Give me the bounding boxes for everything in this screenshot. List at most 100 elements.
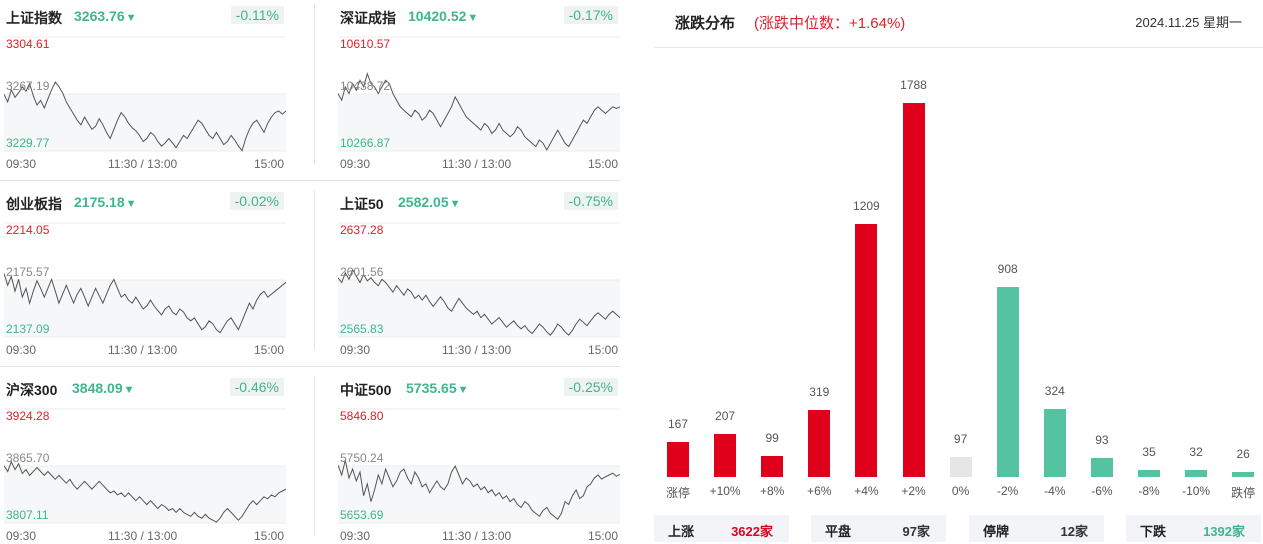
base-label: 3865.70 [6,451,50,465]
summary-value: 12家 [1060,524,1088,539]
down-arrow-icon: ▼ [125,198,137,210]
time-midday: 11:30 / 13:00 [442,157,512,171]
index-change: -0.17% [563,6,618,24]
down-arrow-icon: ▼ [125,12,137,24]
time-open: 09:30 [6,157,37,171]
intraday-plot [4,219,286,339]
bar-category-label: 跌停 [1231,486,1256,500]
bar-value-label: 26 [1236,446,1250,461]
time-close: 15:00 [588,157,619,171]
index-header: 上证50 2582.05▼ -0.75% [334,190,620,214]
bar-category-label: -6% [1091,484,1113,498]
low-label: 5653.69 [340,508,384,522]
distribution-bar[interactable] [1090,457,1113,477]
time-midday: 11:30 / 13:00 [442,529,512,543]
distribution-date: 2024.11.25 星期一 [1135,15,1242,30]
bar-value-label: 167 [667,417,689,432]
index-header: 上证指数 3263.76▼ -0.11% [0,4,286,28]
index-header: 中证500 5735.65▼ -0.25% [334,376,620,400]
distribution-bar[interactable] [1232,471,1255,477]
intraday-plot [4,405,286,525]
intraday-plot [338,219,620,339]
distribution-bar[interactable] [855,224,878,477]
bar-category-label: 0% [951,484,970,498]
bar-category-label: +2% [901,484,926,498]
distribution-bar[interactable] [714,433,737,477]
index-name: 深证成指 [340,10,396,26]
index-value: 2582.05▼ [398,194,461,210]
time-open: 09:30 [6,529,37,543]
intraday-chart [4,36,286,152]
index-card[interactable]: 沪深300 3848.09▼ -0.46% 3924.28 3865.70 38… [0,372,286,544]
distribution-bar[interactable] [761,456,784,477]
distribution-bar[interactable] [996,287,1019,477]
down-arrow-icon: ▼ [467,12,479,24]
distribution-bar[interactable] [902,103,925,477]
lower-band [4,466,286,523]
index-value-text: 2582.05 [398,194,449,210]
summary-label: 停牌 [983,524,1010,539]
distribution-bar[interactable] [667,442,689,477]
price-line [338,268,620,336]
bar-category-label: -10% [1182,484,1211,498]
index-value: 5735.65▼ [406,380,469,396]
intraday-chart [4,408,286,524]
down-arrow-icon: ▼ [123,384,135,396]
bar-value-label: 93 [1095,432,1109,447]
index-card[interactable]: 深证成指 10420.52▼ -0.17% 10610.57 10438.72 … [334,0,620,172]
high-label: 3924.28 [6,409,50,423]
time-midday: 11:30 / 13:00 [108,529,178,543]
intraday-plot [338,405,620,525]
index-name: 沪深300 [6,382,58,398]
price-line [338,72,620,152]
index-change: -0.75% [563,192,618,210]
lower-band [338,94,620,151]
price-line [338,460,620,521]
low-label: 2137.09 [6,322,50,336]
high-label: 3304.61 [6,37,50,51]
bar-category-label: -2% [997,484,1019,498]
summary-label: 平盘 [825,524,852,539]
summary-label: 下跌 [1140,524,1167,539]
distribution-bar[interactable] [808,410,831,477]
index-value: 2175.18▼ [74,194,137,210]
bar-value-label: 1788 [900,78,927,92]
distribution-median: (涨跌中位数：+1.64%) [754,15,906,32]
high-label: 5846.80 [340,409,384,423]
high-label: 10610.57 [340,37,391,51]
time-close: 15:00 [254,529,285,543]
intraday-chart [338,408,620,524]
time-midday: 11:30 / 13:00 [108,157,178,171]
index-card[interactable]: 上证50 2582.05▼ -0.75% 2637.28 2601.56 256… [334,186,620,358]
distribution-bar[interactable] [1138,469,1160,477]
high-label: 2637.28 [340,223,384,237]
time-midday: 11:30 / 13:00 [108,343,178,357]
divider [314,4,315,164]
index-header: 沪深300 3848.09▼ -0.46% [0,376,286,400]
summary-value: 3622家 [731,524,773,539]
index-header: 深证成指 10420.52▼ -0.17% [334,4,620,28]
index-card[interactable]: 上证指数 3263.76▼ -0.11% 3304.61 3267.19 322… [0,0,286,172]
time-open: 09:30 [340,529,371,543]
base-label: 5750.24 [340,451,384,465]
time-close: 15:00 [254,157,285,171]
distribution-panel: 涨跌分布 (涨跌中位数：+1.64%) 2024.11.25 星期一 167 涨停… [654,0,1263,543]
bar-category-label: 涨停 [665,486,690,500]
index-card[interactable]: 中证500 5735.65▼ -0.25% 5846.80 5750.24 56… [334,372,620,544]
distribution-bar[interactable] [1043,409,1066,477]
distribution-title: 涨跌分布 [675,15,736,32]
index-value-text: 3848.09 [72,380,123,396]
low-label: 3807.11 [6,508,49,522]
distribution-bar[interactable] [949,456,972,477]
distribution-bar[interactable] [1185,470,1208,477]
lower-band [338,280,620,337]
index-name: 上证指数 [6,10,62,26]
base-label: 3267.19 [6,79,50,93]
divider [0,180,620,181]
bar-value-label: 35 [1142,444,1156,459]
time-open: 09:30 [6,343,37,357]
index-value-text: 10420.52 [408,8,467,24]
bar-value-label: 1209 [853,199,880,214]
divider [0,366,620,367]
index-card[interactable]: 创业板指 2175.18▼ -0.02% 2214.05 2175.57 213… [0,186,286,358]
